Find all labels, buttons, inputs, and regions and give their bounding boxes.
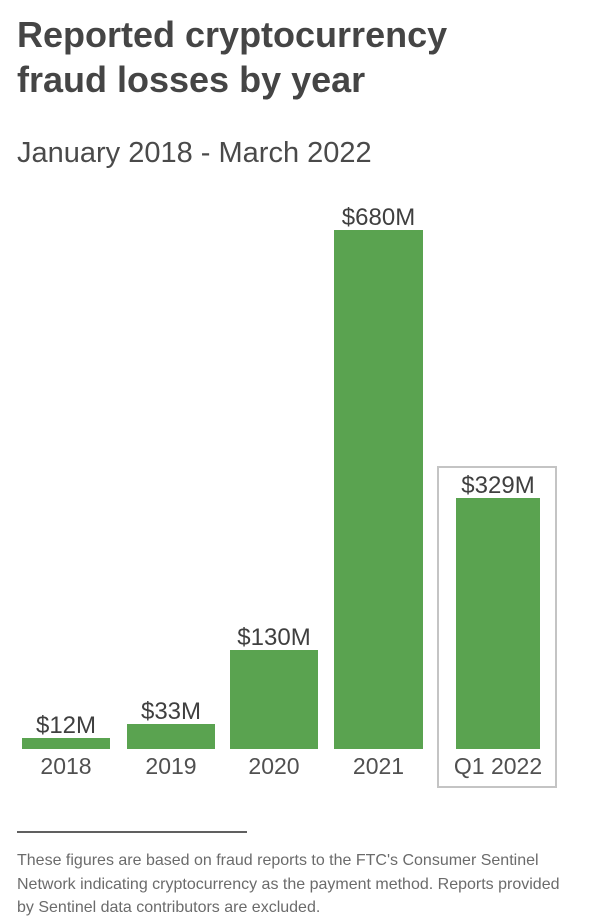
bar-value-label-2018: $12M [35, 712, 97, 739]
x-axis-label-2021: 2021 [352, 753, 405, 779]
bar-value-label-2019: $33M [140, 698, 202, 725]
q1-2022-highlight-box [437, 466, 557, 788]
x-axis-label-2018: 2018 [40, 753, 92, 779]
bar-value-label-q1-2022: $329M [461, 472, 535, 499]
bar-2020 [230, 650, 318, 749]
footnote-text: These figures are based on fraud reports… [17, 852, 560, 916]
footnote-divider [17, 831, 247, 833]
page-title-line1: Reported cryptocurrency [17, 14, 448, 55]
x-axis-label-2019: 2019 [145, 753, 197, 779]
bar-value-label-2020: $130M [237, 624, 311, 651]
bar-2019 [127, 724, 215, 749]
page-title: Reported cryptocurrency fraud losses by y… [17, 12, 447, 102]
x-axis-label-q1-2022: Q1 2022 [453, 753, 543, 779]
bar-value-label-2021: $680M [341, 204, 416, 231]
bar-q1-2022 [456, 498, 540, 749]
x-axis-label-2020: 2020 [248, 753, 300, 779]
date-range-subtitle: January 2018 - March 2022 [17, 137, 372, 169]
bar-2018 [22, 738, 110, 749]
bar-2021 [334, 230, 423, 749]
page-title-line2: fraud losses by year [17, 59, 366, 100]
